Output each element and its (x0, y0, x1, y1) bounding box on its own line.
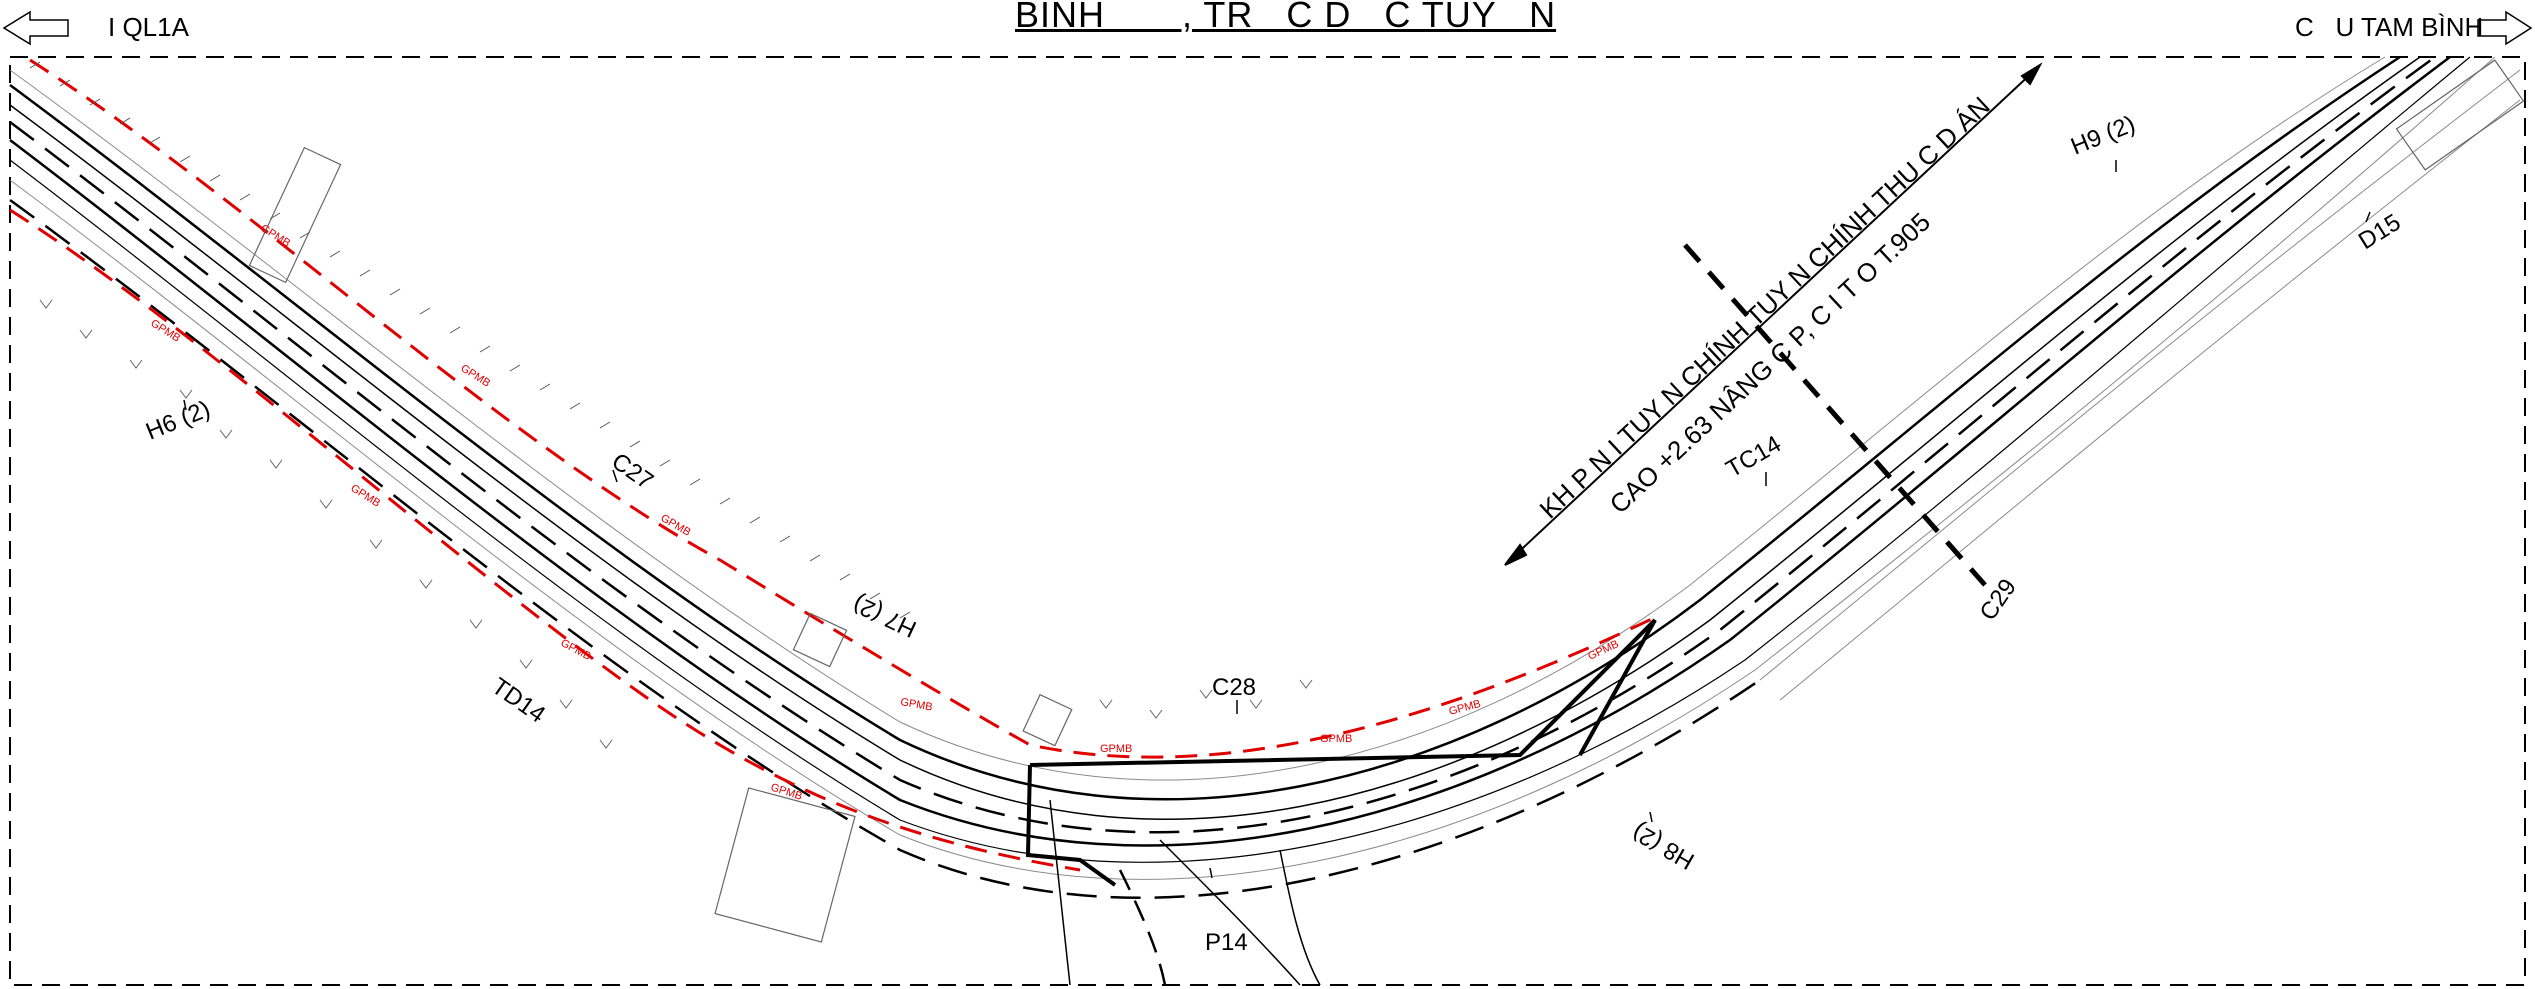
right-direction-label: C U TAM BÌNH (2295, 12, 2484, 42)
gpmb-boundary (9, 58, 1661, 872)
label-h9: H9 (2) (2067, 111, 2139, 161)
road-centerlines (9, 55, 2436, 899)
label-h7: H7 (2) (849, 590, 921, 643)
gpmb-label: GPMB (348, 482, 382, 509)
label-tc14: TC14 (1722, 430, 1786, 483)
right-arrow-icon (2477, 10, 2533, 46)
road-edges (9, 55, 2471, 863)
label-p14: P14 (1205, 929, 1248, 956)
label-c27: C27 (607, 448, 659, 495)
aux-lines (9, 56, 2521, 880)
note-arrow (1504, 62, 2043, 566)
gpmb-label: GPMB (769, 781, 804, 802)
gpmb-label: GPMB (1100, 743, 1132, 755)
label-c28: C28 (1212, 674, 1256, 701)
gpmb-label: GPMB (899, 696, 933, 713)
label-d15: D15 (2354, 209, 2406, 255)
side-road (1049, 799, 1321, 986)
slope-marks (39, 299, 1313, 749)
gpmb-label: GPMB (1320, 733, 1352, 745)
drawing-frame (9, 56, 2526, 986)
section-line-c29 (1683, 243, 1987, 587)
gpmb-label: GPMB (458, 362, 492, 389)
boundary-polygon (1025, 618, 1657, 887)
label-h6: H6 (2) (142, 396, 214, 446)
left-arrow-icon (2, 10, 69, 46)
station-ticks (183, 160, 2371, 879)
edge-hatching (29, 61, 911, 619)
gpmb-label: GPMB (559, 637, 593, 663)
label-h8: H8 (2) (1628, 818, 1699, 875)
buildings (248, 59, 2525, 943)
label-td14: TD14 (487, 673, 551, 729)
left-direction-label: I QL1A (108, 12, 189, 42)
drawing-title: BÌNH , TR C D C TUY N (1015, 0, 1557, 35)
